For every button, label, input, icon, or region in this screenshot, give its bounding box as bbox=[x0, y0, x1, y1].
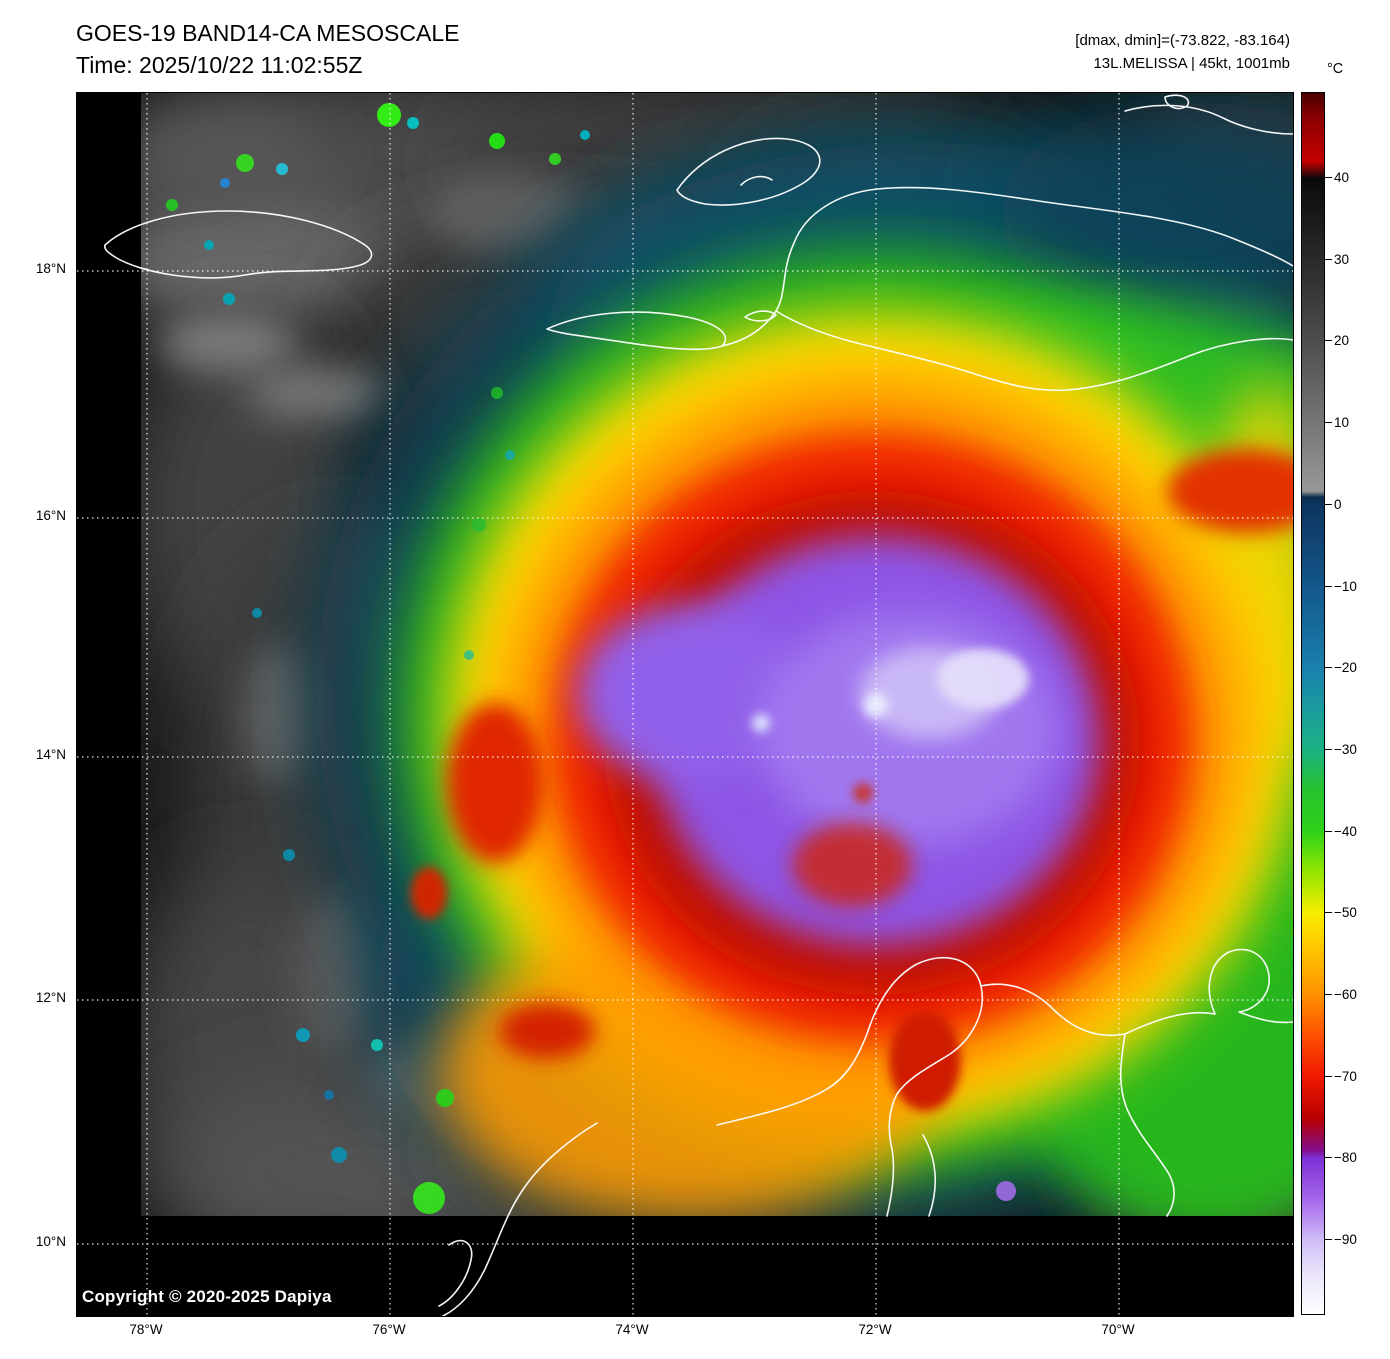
colorbar-tick: −60 bbox=[1325, 987, 1357, 1002]
colorbar-tick: 0 bbox=[1325, 497, 1342, 512]
colorbar-tick: 30 bbox=[1324, 252, 1350, 267]
infrared-imagery bbox=[141, 93, 1293, 1216]
copyright-notice: Copyright © 2020-2025 Dapiya bbox=[82, 1287, 332, 1306]
storm-info: 13L.MELISSA | 45kt, 1001mb bbox=[1093, 55, 1290, 72]
lon-label-70w: 70°W bbox=[1101, 1322, 1135, 1337]
lat-label-10n: 10°N bbox=[35, 1234, 66, 1249]
colorbar-tick: −30 bbox=[1325, 742, 1357, 757]
colorbar-tick: −10 bbox=[1325, 579, 1357, 594]
dmax-dmin-readout: [dmax, dmin]=(-73.822, -83.164) bbox=[1075, 32, 1290, 49]
temperature-colorbar bbox=[1301, 92, 1325, 1315]
colorbar-tick: 40 bbox=[1324, 170, 1350, 185]
colorbar-tick: −70 bbox=[1325, 1069, 1357, 1084]
lon-label-76w: 76°W bbox=[372, 1322, 406, 1337]
colorbar-tick: 20 bbox=[1324, 333, 1350, 348]
lon-label-78w: 78°W bbox=[129, 1322, 163, 1337]
lat-label-16n: 16°N bbox=[35, 508, 66, 523]
graticule-gridlines bbox=[77, 93, 1293, 1316]
lat-label-14n: 14°N bbox=[35, 747, 66, 762]
page-title: GOES-19 BAND14-CA MESOSCALE bbox=[76, 20, 460, 46]
colorbar-tick: −80 bbox=[1325, 1150, 1357, 1165]
coastlines bbox=[104, 94, 1293, 1316]
colorbar-tick: −90 bbox=[1325, 1232, 1357, 1247]
convective-specks bbox=[166, 103, 1016, 1214]
colorbar-tick: −40 bbox=[1325, 824, 1357, 839]
satellite-map-image bbox=[77, 93, 1293, 1316]
hurricane-melissa bbox=[317, 103, 1293, 1216]
lat-label-12n: 12°N bbox=[35, 990, 66, 1005]
lat-label-18n: 18°N bbox=[35, 261, 66, 276]
timestamp: Time: 2025/10/22 11:02:55Z bbox=[76, 52, 363, 78]
colorbar-tick: 10 bbox=[1324, 415, 1350, 430]
satellite-map-panel: Copyright © 2020-2025 Dapiya bbox=[76, 92, 1294, 1317]
colorbar-tick: −20 bbox=[1325, 660, 1357, 675]
lon-label-74w: 74°W bbox=[615, 1322, 649, 1337]
colorbar-unit-label: °C bbox=[1327, 61, 1344, 77]
lon-label-72w: 72°W bbox=[858, 1322, 892, 1337]
colorbar-tick: −50 bbox=[1325, 905, 1357, 920]
